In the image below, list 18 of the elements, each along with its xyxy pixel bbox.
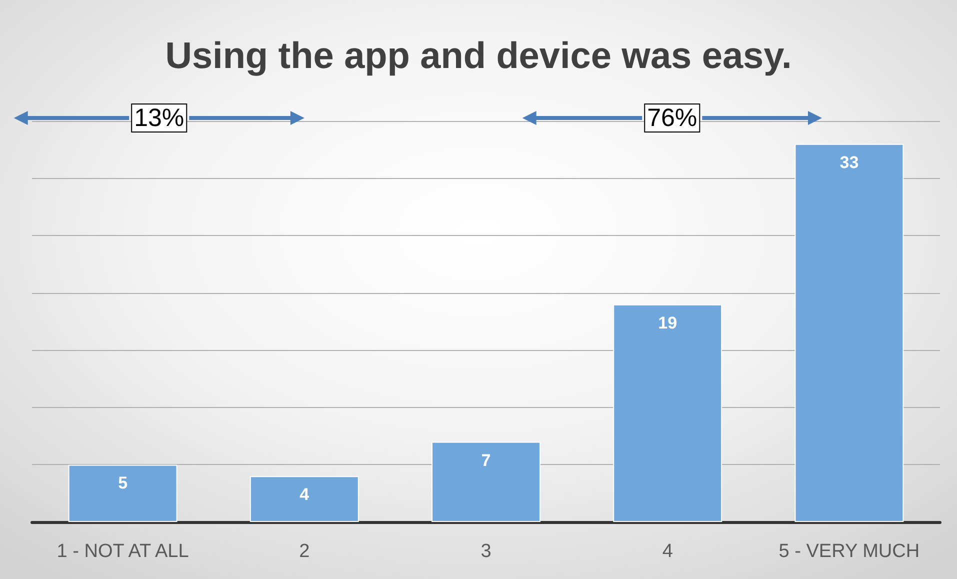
annotation: 76% xyxy=(647,104,698,132)
bar xyxy=(68,464,178,522)
bar xyxy=(613,304,722,522)
x-tick-label: 5 - VERY MUCH xyxy=(778,541,920,562)
data-label: 7 xyxy=(481,450,491,470)
data-label: 33 xyxy=(840,152,859,172)
x-tick-label: 4 xyxy=(662,541,674,562)
bar xyxy=(250,476,359,522)
x-tick-label: 1 - NOT AT ALL xyxy=(56,541,189,562)
bar xyxy=(432,442,540,522)
x-tick-label: 2 xyxy=(299,541,310,562)
annotation: 13% xyxy=(134,104,184,132)
data-label: 19 xyxy=(658,313,678,332)
data-label: 5 xyxy=(118,474,128,493)
data-label: 4 xyxy=(300,485,310,504)
chart-title: Using the app and device was easy. xyxy=(165,35,792,76)
x-tick-label: 3 xyxy=(480,541,492,562)
bar xyxy=(794,144,904,522)
